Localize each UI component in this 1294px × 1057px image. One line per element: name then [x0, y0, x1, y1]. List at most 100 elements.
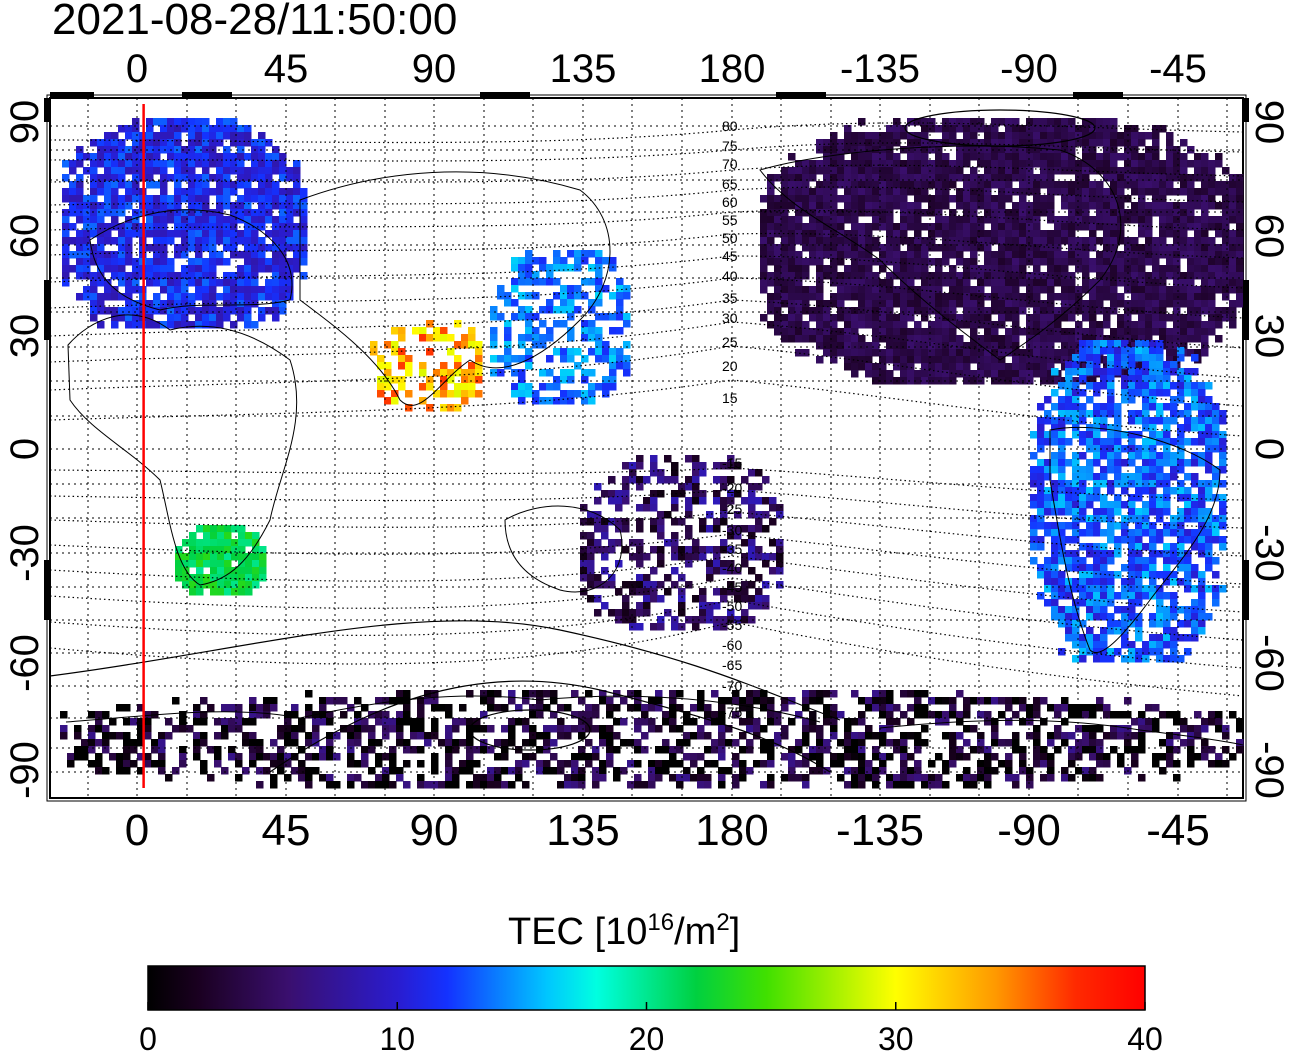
tec-cell — [865, 209, 873, 217]
tec-cell — [1121, 536, 1129, 544]
tec-cell — [921, 279, 929, 287]
tec-cell — [1040, 153, 1048, 161]
tec-cell — [594, 483, 602, 491]
tec-cell — [802, 328, 810, 336]
tec-cell — [497, 313, 505, 321]
tec-cell — [1163, 417, 1171, 425]
tec-cell — [195, 307, 203, 315]
tec-cell — [1222, 167, 1230, 175]
tec-cell — [776, 511, 784, 519]
tec-cell — [1205, 410, 1213, 418]
lon-tick-top: -45 — [1149, 47, 1207, 91]
tec-cell — [588, 348, 596, 356]
tec-cell — [1030, 543, 1038, 551]
tec-cell — [1019, 188, 1027, 196]
tec-cell — [69, 209, 77, 217]
tec-cell — [265, 258, 273, 266]
tec-cell — [202, 237, 210, 245]
tec-cell — [1033, 314, 1041, 322]
tec-cell — [104, 195, 112, 203]
tec-cell — [1058, 403, 1066, 411]
tec-cell — [865, 223, 873, 231]
tec-cell — [928, 279, 936, 287]
tec-cell — [1093, 557, 1101, 565]
tec-cell — [1135, 473, 1143, 481]
tec-cell — [886, 697, 894, 705]
tec-cell — [1138, 293, 1146, 301]
tec-cell — [1215, 230, 1223, 238]
tec-cell — [1229, 174, 1237, 182]
tec-cell — [1187, 258, 1195, 266]
tec-cell — [1047, 370, 1055, 378]
tec-cell — [1107, 571, 1115, 579]
tec-cell — [581, 327, 589, 335]
tec-cell — [767, 279, 775, 287]
tec-cell — [998, 223, 1006, 231]
tec-cell — [417, 725, 425, 733]
tec-cell — [188, 153, 196, 161]
tec-cell — [251, 139, 259, 147]
tec-cell — [567, 327, 575, 335]
tec-cell — [830, 209, 838, 217]
tec-cell — [279, 300, 287, 308]
tec-cell — [1026, 279, 1034, 287]
tec-cell — [1012, 202, 1020, 210]
tec-cell — [1114, 438, 1122, 446]
tec-cell — [1184, 459, 1192, 467]
tec-cell — [1177, 459, 1185, 467]
tec-cell — [550, 690, 558, 698]
tec-cell — [167, 265, 175, 273]
tec-cell — [1082, 223, 1090, 231]
tec-cell — [788, 314, 796, 322]
tec-cell — [426, 320, 434, 328]
tec-cell — [1135, 480, 1143, 488]
tec-cell — [1054, 160, 1062, 168]
tec-cell — [991, 349, 999, 357]
tec-cell — [748, 483, 756, 491]
tec-cell — [795, 251, 803, 259]
tec-cell — [998, 188, 1006, 196]
tec-cell — [237, 286, 245, 294]
tec-cell — [921, 153, 929, 161]
tec-cell — [1215, 153, 1223, 161]
tec-cell — [1152, 286, 1160, 294]
tec-cell — [167, 286, 175, 294]
tec-cell — [188, 195, 196, 203]
tec-cell — [1082, 153, 1090, 161]
tec-cell — [1222, 279, 1230, 287]
tec-cell — [734, 490, 742, 498]
tec-cell — [1219, 508, 1227, 516]
tec-cell — [153, 265, 161, 273]
tec-cell — [1208, 174, 1216, 182]
tec-cell — [1152, 195, 1160, 203]
tec-cell — [426, 383, 434, 391]
tec-cell — [858, 202, 866, 210]
tec-cell — [706, 546, 714, 554]
tec-cell — [130, 718, 138, 726]
tec-cell — [1128, 389, 1136, 397]
tec-cell — [1236, 251, 1244, 259]
tec-cell — [511, 299, 519, 307]
tec-cell — [998, 251, 1006, 259]
tec-cell — [865, 181, 873, 189]
tec-cell — [963, 125, 971, 133]
tec-cell — [886, 377, 894, 385]
tec-cell — [767, 697, 775, 705]
tec-cell — [1107, 466, 1115, 474]
tec-cell — [1044, 459, 1052, 467]
tec-cell — [1201, 321, 1209, 329]
tec-cell — [1170, 557, 1178, 565]
tec-cell — [1194, 328, 1202, 336]
tec-cell — [223, 300, 231, 308]
tec-cell — [553, 397, 561, 405]
tec-cell — [179, 718, 187, 726]
tec-cell — [928, 377, 936, 385]
tec-cell — [553, 257, 561, 265]
tec-cell — [753, 725, 761, 733]
tec-cell — [1142, 515, 1150, 523]
tec-cell — [921, 342, 929, 350]
tec-cell — [949, 230, 957, 238]
tec-cell — [1156, 452, 1164, 460]
tec-cell — [755, 553, 763, 561]
tec-cell — [1177, 466, 1185, 474]
